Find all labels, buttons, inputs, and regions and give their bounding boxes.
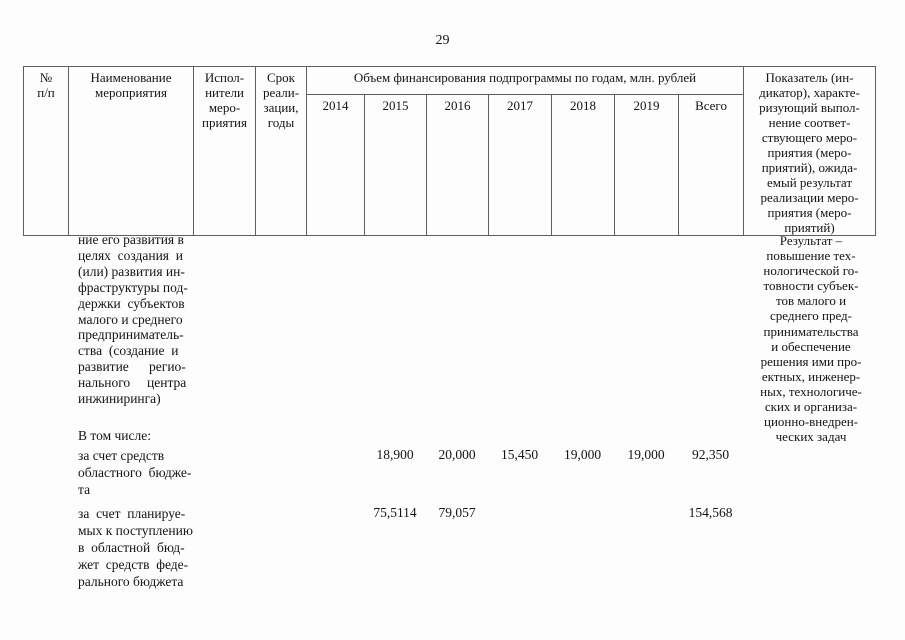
federal-budget-row-values: 75,5114 79,057 154,568 [306,505,743,521]
funding-value-2016: 79,057 [438,505,476,520]
expected-result-text: Результат – повышение тех- нологической … [760,233,862,445]
column-header-year-2015: 2015 [364,93,427,237]
column-header-executors: Испол- нители меро- приятия [193,66,256,236]
column-header-funding: Объем финансирования подпрограммы по год… [305,66,745,95]
column-header-activity-name: Наименование мероприятия [68,66,194,236]
column-header-term: Срок реали- зации, годы [255,66,307,236]
funding-value-2018: 19,000 [563,447,602,462]
funding-value-2015: 75,5114 [373,505,417,520]
funding-value-2016: 20,000 [438,447,476,462]
funding-value-2018 [551,505,614,521]
regional-budget-row-values: 18,900 20,000 15,450 19,000 19,000 92,35… [306,447,743,463]
column-header-year-2016: 2016 [426,93,489,237]
funding-value-total: 154,568 [688,505,733,520]
funding-value-2014 [306,505,364,521]
activity-continuation-text: ние его развития в целях создания и (или… [78,232,188,407]
funding-value-2014 [306,447,364,463]
federal-budget-row-label: за счет планируе- мых к поступлению в об… [78,506,193,589]
column-header-num: № п/п [23,66,69,236]
financing-table: № п/п Наименование мероприятия Испол- ни… [23,66,877,237]
funding-value-2017: 15,450 [500,447,539,462]
column-header-indicator: Показатель (ин- дикатор), характе- ризую… [743,66,877,236]
funding-value-2019: 19,000 [627,447,665,462]
funding-value-total: 92,350 [691,447,730,462]
column-header-year-2017: 2017 [488,93,552,237]
column-header-total: Всего [677,93,745,237]
funding-value-2019 [614,505,678,521]
including-label: В том числе: [78,428,151,443]
column-header-year-2014: 2014 [306,93,365,237]
regional-budget-row-label: за счет средств областного бюдже- та [78,448,192,497]
column-header-year-2019: 2019 [614,93,679,237]
column-header-year-2018: 2018 [551,93,615,237]
funding-value-2017 [488,505,551,521]
funding-value-2015: 18,900 [376,447,414,462]
page-number: 29 [435,33,450,48]
